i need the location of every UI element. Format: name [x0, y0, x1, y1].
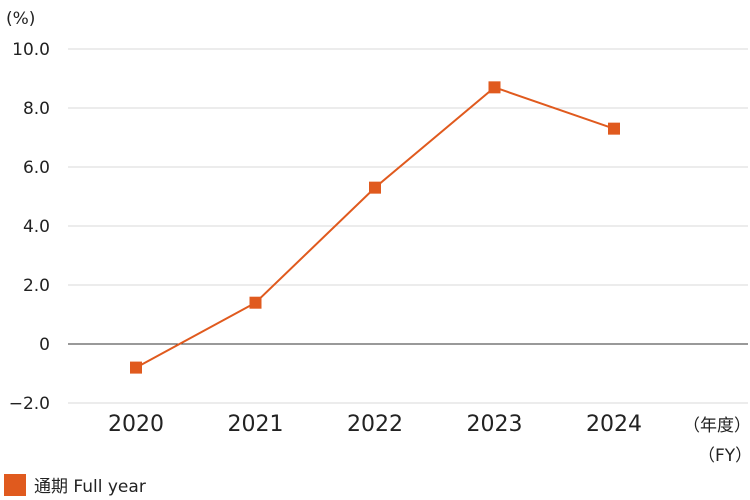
- y-unit-label: (%): [6, 9, 35, 29]
- legend: 通期 Full year: [4, 474, 146, 497]
- x-tick-label: 2022: [347, 412, 403, 437]
- data-point-marker: [608, 122, 620, 135]
- y-tick-label: 4.0: [23, 217, 50, 237]
- data-point-marker: [488, 81, 501, 94]
- data-point-marker: [249, 296, 262, 309]
- x-unit-label-en: （FY）: [698, 446, 750, 466]
- x-unit-label: （年度）: [683, 416, 750, 436]
- y-tick-label: 6.0: [23, 158, 50, 178]
- y-tick-label: −2.0: [9, 394, 50, 414]
- y-tick-labels: 10.0 8.0 6.0 4.0 2.0 0 −2.0: [9, 40, 50, 414]
- legend-label: 通期 Full year: [34, 477, 146, 497]
- data-point-marker: [130, 361, 142, 374]
- series-line: [135, 86, 615, 369]
- series-full-year: [130, 81, 620, 374]
- y-tick-label: 2.0: [23, 276, 50, 296]
- y-tick-label: 0: [39, 335, 50, 355]
- x-tick-labels: 2020 2021 2022 2023 2024: [108, 412, 642, 437]
- data-point-marker: [369, 181, 381, 194]
- x-tick-label: 2024: [586, 412, 642, 437]
- x-tick-label: 2020: [108, 412, 164, 437]
- x-tick-label: 2021: [228, 412, 284, 437]
- y-tick-label: 8.0: [23, 99, 50, 119]
- y-tick-label: 10.0: [12, 40, 50, 60]
- x-tick-label: 2023: [467, 412, 523, 437]
- legend-swatch: [4, 474, 26, 496]
